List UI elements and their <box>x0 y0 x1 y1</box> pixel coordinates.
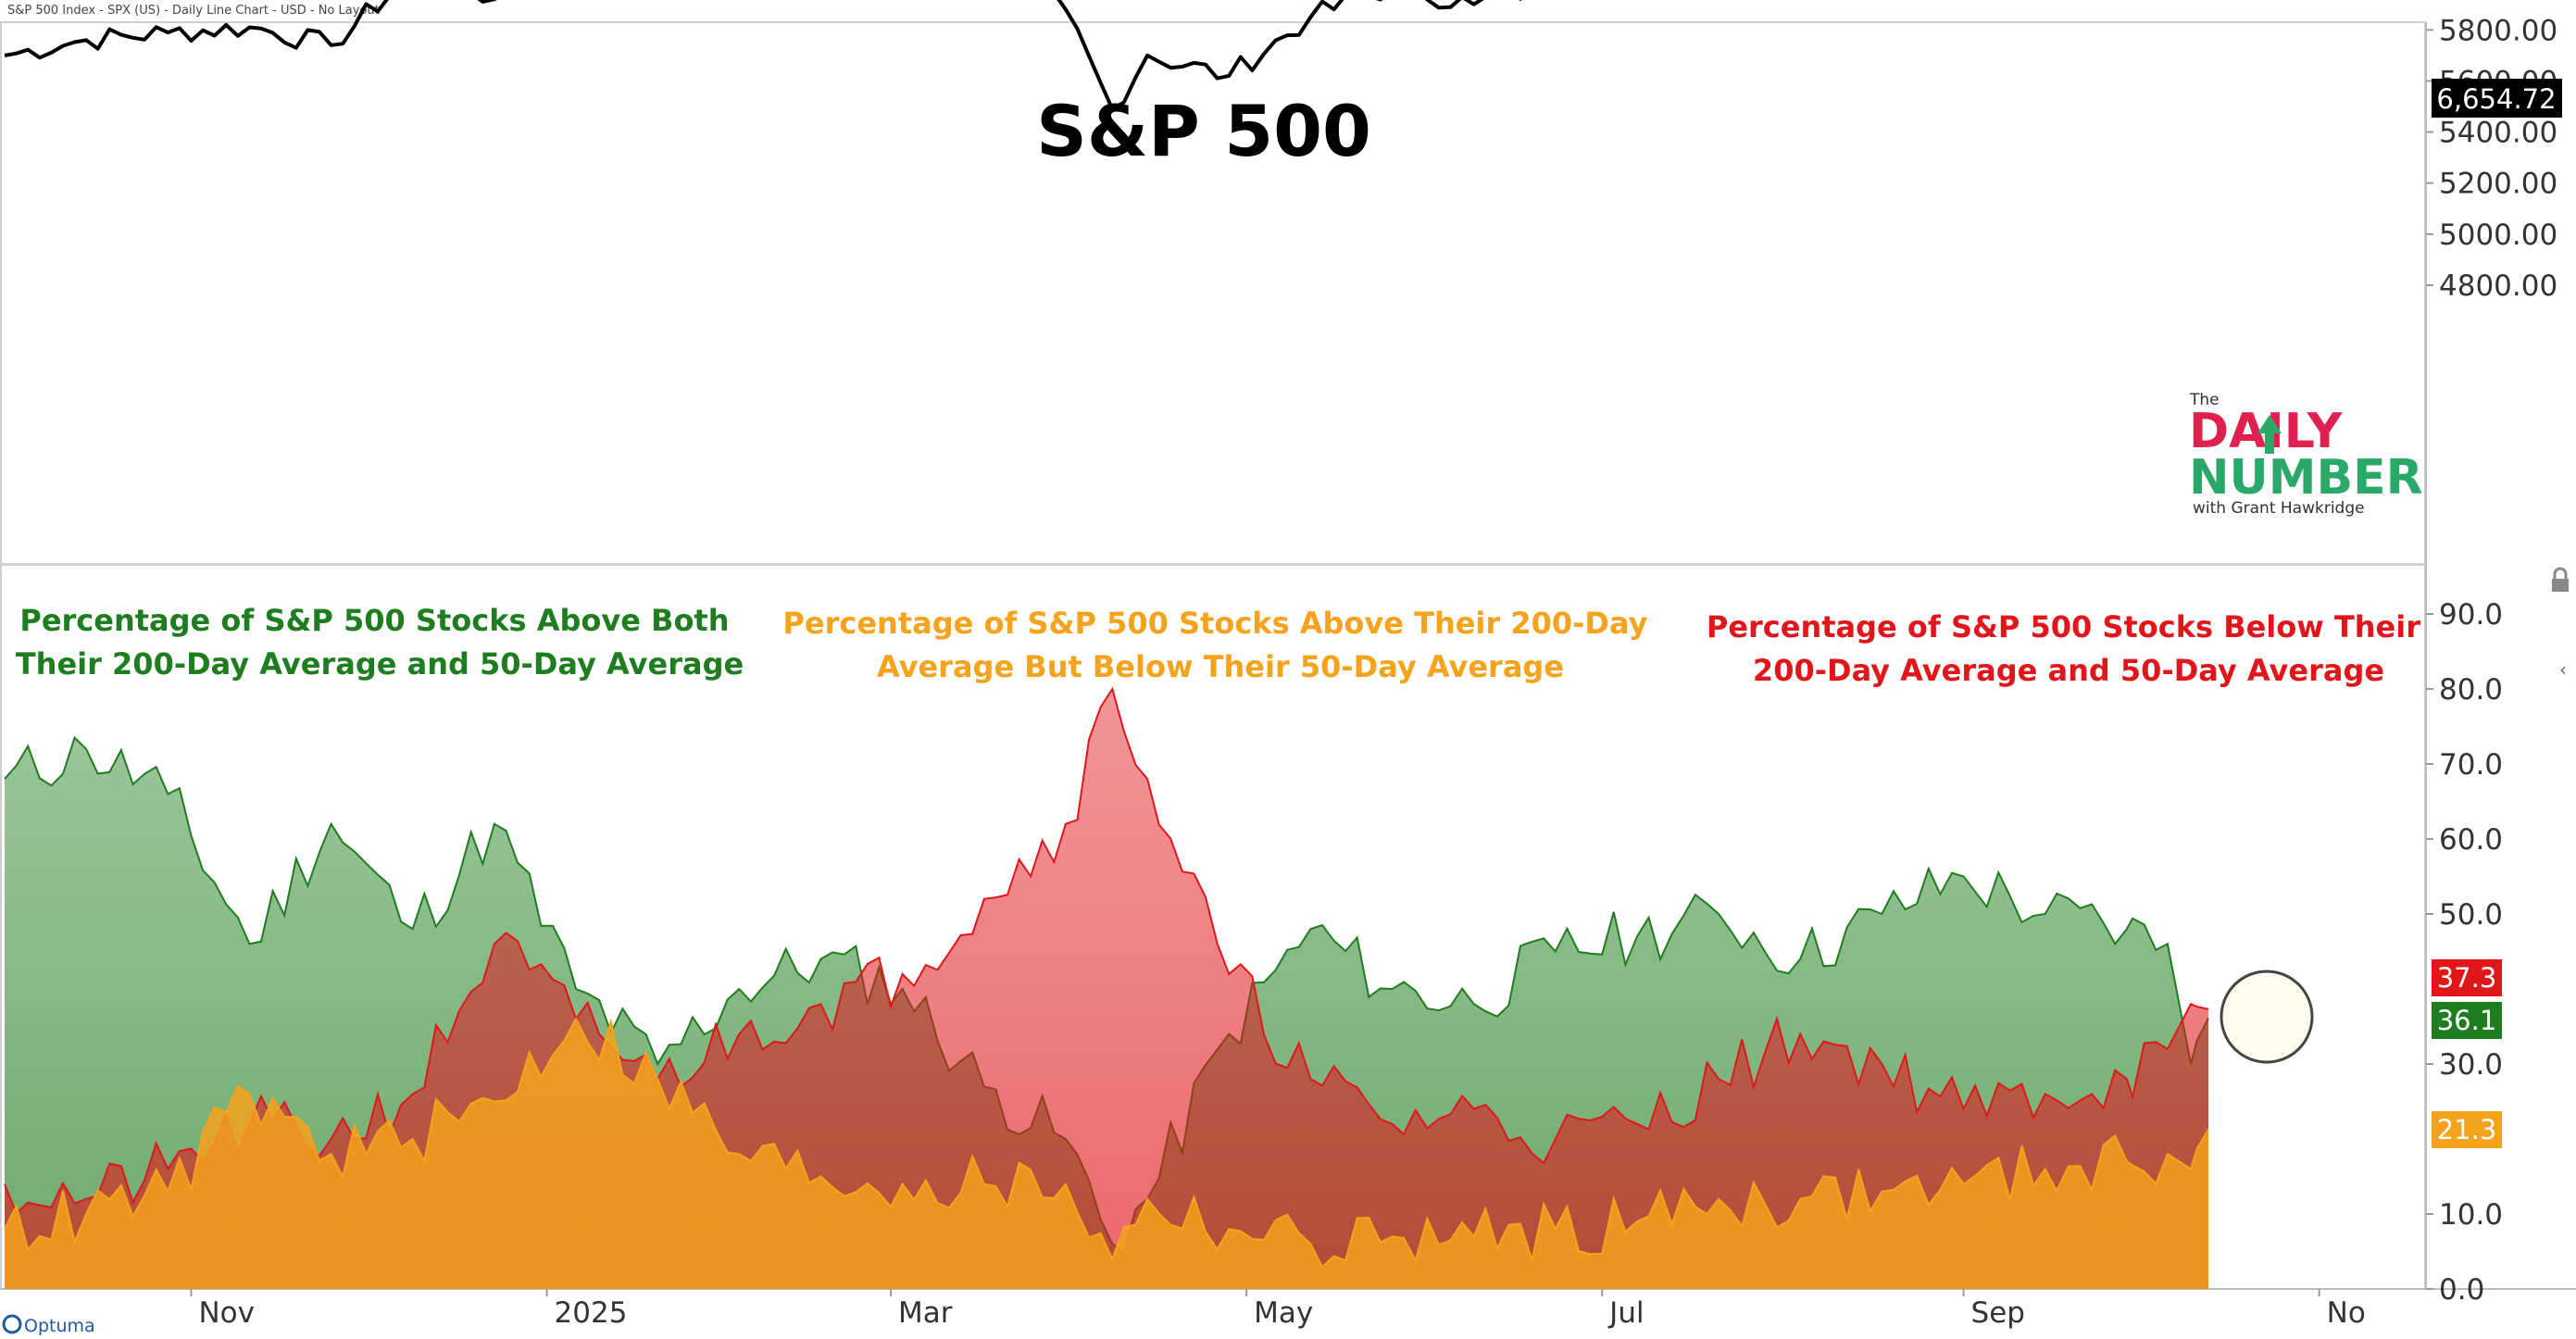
lock-icon-shackle <box>2553 567 2568 579</box>
chart-header-text: S&P 500 Index - SPX (US) - Daily Line Ch… <box>7 4 380 18</box>
red-last-value-bg <box>2432 959 2502 996</box>
price-tick-label: 5000.00 <box>2439 219 2557 252</box>
green-last-value-bg <box>2432 1002 2502 1039</box>
price-tick-label: 5200.00 <box>2439 168 2557 201</box>
logo-number: NUMBER <box>2189 450 2423 506</box>
breadth-tick-label: 80.0 <box>2439 673 2503 707</box>
breadth-tick-label: 0.0 <box>2439 1273 2484 1307</box>
collapse-arrow-icon[interactable]: ‹ <box>2559 658 2567 681</box>
annotation-green: Percentage of S&P 500 Stocks Above Both … <box>16 603 744 682</box>
breadth-tick-label: 30.0 <box>2439 1048 2503 1082</box>
daily-number-logo: The DAILY NUMBER with Grant Hawkridge <box>2189 391 2423 518</box>
latest-value-highlight <box>2220 970 2314 1064</box>
annotation-red-line-2: 200-Day Average and 50-Day Average <box>1753 653 2384 688</box>
red-area-line <box>4 686 2209 1215</box>
lock-icon-body <box>2552 579 2569 592</box>
red-last-value-badge: 37.3 <box>2432 959 2502 996</box>
x-tick-label: Nov <box>198 1296 255 1330</box>
x-tick-label: Jul <box>1607 1296 1644 1330</box>
breadth-tick-label: 70.0 <box>2439 748 2503 782</box>
x-tick-label: 2025 <box>555 1296 628 1330</box>
annotation-green-line-2: Their 200-Day Average and 50-Day Average <box>16 646 744 682</box>
annotation-red: Percentage of S&P 500 Stocks Below Their… <box>1707 609 2431 688</box>
breadth-tick-label: 60.0 <box>2439 823 2503 857</box>
x-tick-label: Sep <box>1971 1296 2025 1330</box>
price-panel-frame <box>0 21 2426 565</box>
orange-area-fill <box>5 1019 2208 1289</box>
price-chart-title: S&P 500 <box>1036 90 1371 172</box>
x-tick-label: No <box>2327 1296 2366 1330</box>
x-tick-label: Mar <box>898 1296 953 1330</box>
breadth-tick-label: 10.0 <box>2439 1198 2503 1232</box>
green-last-value: 36.1 <box>2437 1005 2497 1036</box>
red-last-value: 37.3 <box>2437 962 2497 994</box>
annotation-orange-line-1: Percentage of S&P 500 Stocks Above Their… <box>782 606 1647 641</box>
annotation-green-line-1: Percentage of S&P 500 Stocks Above Both <box>19 603 729 638</box>
logo-byline: with Grant Hawkridge <box>2193 499 2365 518</box>
price-series <box>4 0 1522 111</box>
orange-last-value-badge: 21.3 <box>2432 1111 2502 1148</box>
annotation-orange: Percentage of S&P 500 Stocks Above Their… <box>782 606 1657 684</box>
x-tick-label: May <box>1254 1296 1313 1330</box>
price-last-value-bg <box>2432 79 2562 118</box>
price-tick-label: 5800.00 <box>2439 14 2557 47</box>
optuma-brand-label: Optuma <box>24 1316 95 1336</box>
price-tick-label: 4800.00 <box>2439 269 2557 303</box>
arrow-up-icon <box>2257 415 2282 454</box>
annotation-red-line-1: Percentage of S&P 500 Stocks Below Their <box>1707 609 2420 644</box>
orange-area-line <box>4 1017 2209 1269</box>
breadth-tick-label: 50.0 <box>2439 898 2503 932</box>
x-axis-ticks: Nov 2025 Mar May Jul Sep No <box>190 1289 2366 1330</box>
breadth-areas <box>4 686 2209 1289</box>
logo-the: The <box>2189 391 2220 409</box>
orange-last-value: 21.3 <box>2437 1114 2497 1145</box>
breadth-axis-ticks: 90.0 80.0 70.0 60.0 50.0 30.0 10.0 0.0 <box>2426 598 2503 1307</box>
annotation-orange-line-2: Average But Below Their 50-Day Average <box>877 649 1564 684</box>
green-last-value-badge: 36.1 <box>2432 1002 2502 1039</box>
breadth-tick-label: 90.0 <box>2439 598 2503 632</box>
lock-icon[interactable] <box>2552 567 2569 592</box>
optuma-brand: Optuma <box>2 1314 95 1336</box>
orange-last-value-bg <box>2432 1111 2502 1148</box>
sp500-price-line <box>4 0 1522 111</box>
price-last-value-badge: 6,654.72 <box>2432 79 2562 118</box>
price-axis-ticks: 7000.006800.006400.006200.006000.005800.… <box>2426 14 2557 303</box>
optuma-logo-icon <box>2 1314 22 1334</box>
price-tick-label: 5400.00 <box>2439 117 2557 150</box>
price-last-value: 6,654.72 <box>2436 83 2556 115</box>
